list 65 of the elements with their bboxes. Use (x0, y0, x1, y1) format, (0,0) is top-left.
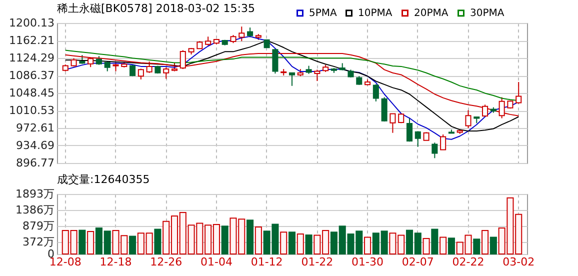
bar (364, 236, 372, 254)
x-tick-label: 01-12 (250, 256, 283, 268)
bar (154, 228, 162, 254)
candlestick (238, 26, 245, 42)
candlestick (247, 27, 254, 38)
bar (280, 232, 288, 254)
y-tick-label: 879万 (22, 220, 54, 233)
candlestick (146, 61, 152, 74)
bar (221, 226, 228, 254)
legend-label: 20PMA (414, 8, 448, 20)
bar (87, 230, 94, 254)
bar (129, 236, 136, 254)
bar (490, 236, 497, 254)
candlestick (138, 68, 144, 80)
bar (246, 220, 254, 254)
y-tick-label: 1124.29 (9, 52, 54, 64)
y-tick-label: 1162.21 (9, 34, 54, 47)
x-tick-label: 01-22 (301, 256, 334, 268)
y-tick-label: 1086.37 (9, 69, 54, 82)
chart-title: 稀土永磁[BK0578] 2018-03-02 15:35 (57, 2, 255, 15)
bar (296, 234, 304, 254)
candlestick (516, 81, 522, 104)
x-tick-label: 12-18 (100, 256, 132, 268)
bar (473, 238, 480, 254)
y-tick-label: 1048.45 (9, 86, 54, 100)
bar (78, 230, 86, 254)
x-tick-label: 02-22 (452, 256, 484, 268)
x-tick-label: 12-26 (150, 256, 182, 268)
x-tick-label: 03-02 (502, 256, 535, 268)
y-tick-label: 934.69 (16, 139, 54, 152)
legend-label: 10PMA (358, 8, 392, 20)
candlestick (88, 56, 94, 68)
y-tick-label: 896.77 (16, 156, 54, 170)
y-tick-label: 1200.13 (9, 16, 54, 30)
y-tick-label: 372万 (22, 236, 54, 249)
candlestick (272, 48, 278, 74)
candlestick (381, 96, 388, 122)
x-tick-label: 02-07 (402, 256, 434, 268)
bar (482, 230, 489, 254)
bar (288, 232, 296, 254)
bar (254, 226, 262, 254)
bar (448, 238, 455, 254)
candlestick (414, 130, 421, 148)
bar (305, 234, 312, 254)
candlestick (440, 134, 446, 151)
bar (431, 228, 438, 254)
candlestick (314, 69, 320, 82)
candlestick (465, 110, 472, 129)
candlestick (288, 72, 296, 86)
y-tick-label: 1893万 (16, 188, 54, 200)
bar (440, 236, 447, 254)
bar (422, 238, 430, 254)
candlestick (406, 117, 413, 142)
y-tick-label: 1386万 (16, 204, 54, 217)
legend-label: 5PMA (309, 8, 338, 20)
y-tick-label: 972.61 (16, 122, 54, 134)
candlestick (432, 142, 438, 159)
x-tick-label: 01-04 (200, 256, 232, 268)
y-tick-label: 1010.53 (9, 104, 54, 117)
legend-label: 30PMA (470, 8, 504, 20)
candlestick (390, 113, 396, 134)
chart-title: 成交量:12640355 (57, 173, 150, 186)
candlestick (163, 66, 170, 80)
x-tick-label: 01-30 (352, 256, 384, 268)
candlestick (372, 84, 379, 102)
